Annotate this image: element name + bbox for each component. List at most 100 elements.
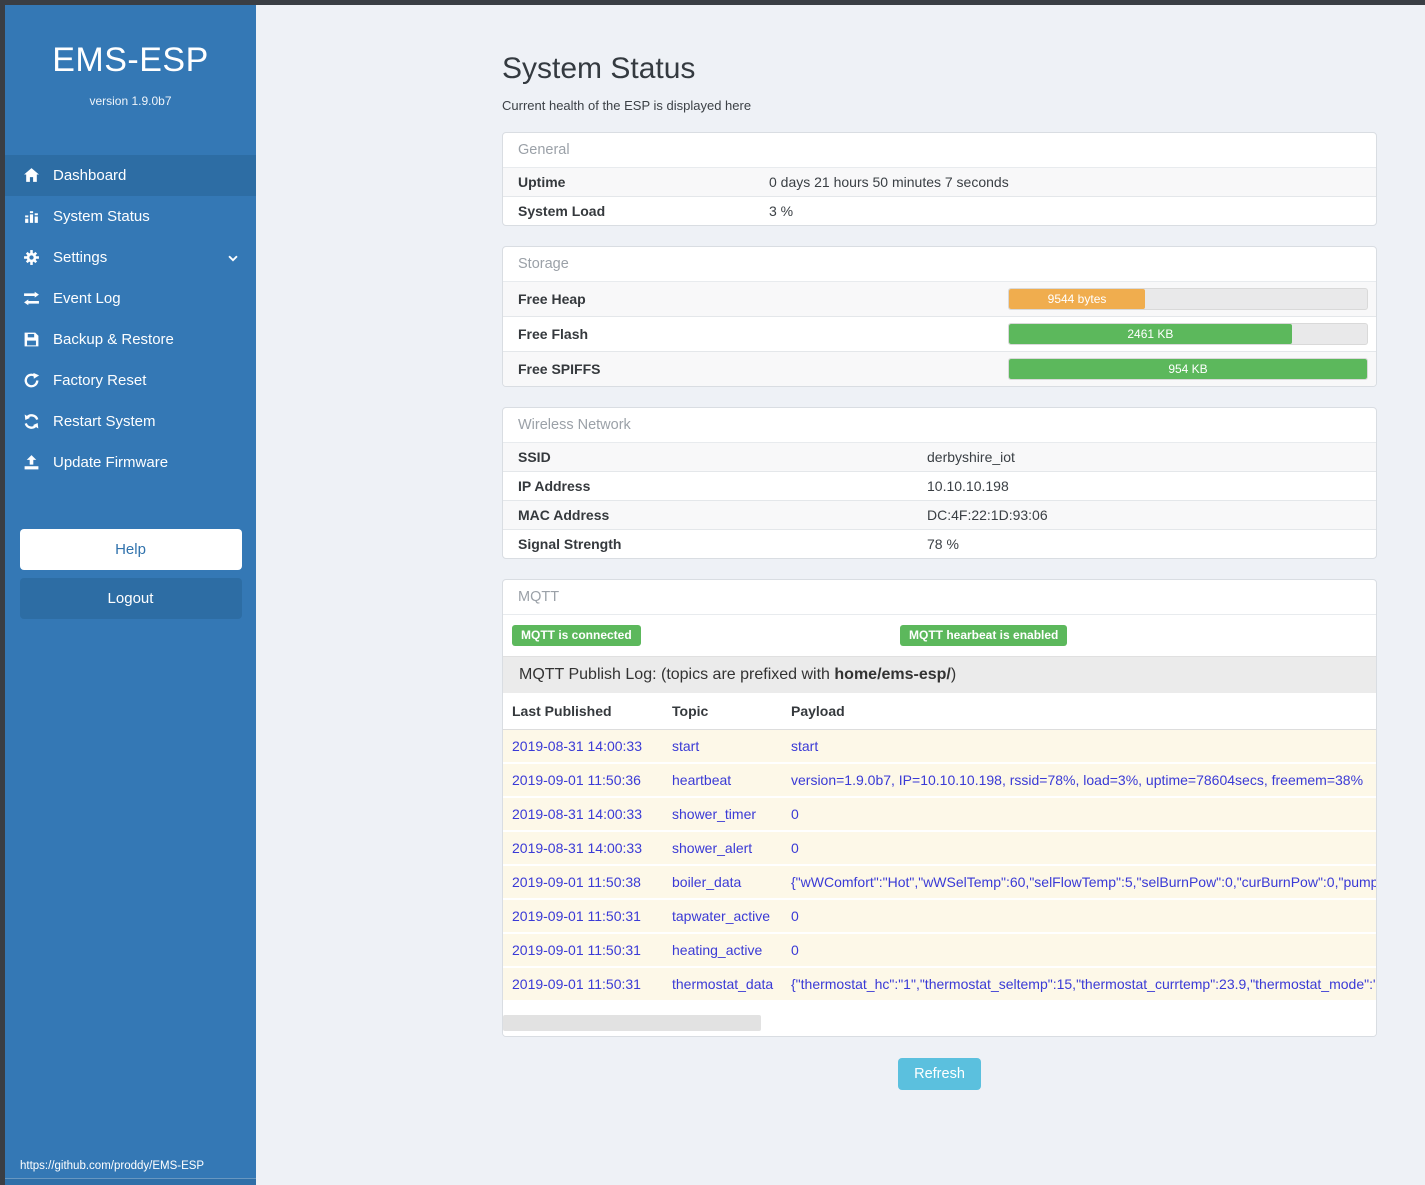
log-time: 2019-09-01 11:50:38 <box>503 865 663 900</box>
table-row: Uptime 0 days 21 hours 50 minutes 7 seco… <box>503 168 1376 197</box>
rotate-right-icon <box>23 372 40 389</box>
sidebar-item-label: System Status <box>53 208 150 225</box>
column-header-last-published: Last Published <box>503 693 663 730</box>
row-label: Free Flash <box>503 316 1008 352</box>
log-topic: heartbeat <box>663 763 782 798</box>
log-payload: 0 <box>782 831 1376 866</box>
column-header-payload: Payload <box>782 693 1376 730</box>
log-time: 2019-08-31 14:00:33 <box>503 729 663 764</box>
log-row: 2019-08-31 14:00:33 shower_alert 0 <box>503 831 1376 866</box>
log-time: 2019-08-31 14:00:33 <box>503 797 663 832</box>
log-payload: {"thermostat_hc":"1","thermostat_seltemp… <box>782 967 1376 1002</box>
sidebar: EMS-ESP version 1.9.0b7 Dashboard System… <box>5 5 256 1185</box>
sidebar-item-label: Event Log <box>53 290 121 307</box>
log-row: 2019-09-01 11:50:31 heating_active 0 <box>503 933 1376 968</box>
row-label: Free SPIFFS <box>503 351 1008 386</box>
mqtt-heartbeat-badge: MQTT hearbeat is enabled <box>900 625 1068 646</box>
sidebar-item-label: Settings <box>53 249 108 266</box>
github-url[interactable]: https://github.com/proddy/EMS-ESP <box>20 1160 205 1172</box>
row-value: 10.10.10.198 <box>912 471 1376 501</box>
log-payload: version=1.9.0b7, IP=10.10.10.198, rssid=… <box>782 763 1376 798</box>
log-payload: 0 <box>782 899 1376 934</box>
free-heap-bar: 9544 bytes <box>1009 289 1146 309</box>
row-label: Signal Strength <box>503 529 912 558</box>
sidebar-item-restart-system[interactable]: Restart System <box>5 401 256 442</box>
sidebar-item-dashboard[interactable]: Dashboard <box>5 155 256 196</box>
status-bars-icon <box>23 208 40 225</box>
log-row: 2019-09-01 11:50:36 heartbeat version=1.… <box>503 763 1376 798</box>
sidebar-item-backup-restore[interactable]: Backup & Restore <box>5 319 256 360</box>
panel-mqtt-title: MQTT <box>503 580 1376 615</box>
upload-icon <box>23 454 40 471</box>
sidebar-item-update-firmware[interactable]: Update Firmware <box>5 442 256 483</box>
sidebar-item-label: Backup & Restore <box>53 331 174 348</box>
row-label: Uptime <box>503 168 754 197</box>
log-time: 2019-09-01 11:50:36 <box>503 763 663 798</box>
window-top-border <box>0 0 1425 5</box>
sidebar-item-system-status[interactable]: System Status <box>5 196 256 237</box>
free-spiffs-bar-track: 954 KB <box>1008 358 1368 380</box>
panel-general: General Uptime 0 days 21 hours 50 minute… <box>502 132 1377 226</box>
scrollbar-thumb[interactable] <box>503 1015 761 1031</box>
log-time: 2019-09-01 11:50:31 <box>503 967 663 1002</box>
log-topic: start <box>663 729 782 764</box>
main-content: System Status Current health of the ESP … <box>256 0 1425 1090</box>
sidebar-item-factory-reset[interactable]: Factory Reset <box>5 360 256 401</box>
panel-mqtt: MQTT MQTT is connected MQTT hearbeat is … <box>502 579 1377 1037</box>
app-version: version 1.9.0b7 <box>89 94 172 108</box>
sidebar-bottom-bar <box>5 1178 256 1185</box>
sidebar-item-label: Update Firmware <box>53 454 169 471</box>
row-value: derbyshire_iot <box>912 443 1376 472</box>
panel-storage-title: Storage <box>503 247 1376 282</box>
sidebar-item-event-log[interactable]: Event Log <box>5 278 256 319</box>
table-row: Signal Strength 78 % <box>503 529 1376 558</box>
free-flash-bar-track: 2461 KB <box>1008 323 1368 345</box>
log-row: 2019-08-31 14:00:33 shower_timer 0 <box>503 797 1376 832</box>
sidebar-nav: Dashboard System Status Settings <box>5 155 256 483</box>
app-title: EMS-ESP <box>52 41 209 79</box>
horizontal-scrollbar <box>503 1002 1376 1036</box>
log-topic: tapwater_active <box>663 899 782 934</box>
page-subtitle: Current health of the ESP is displayed h… <box>502 98 752 113</box>
log-payload: {"wWComfort":"Hot","wWSelTemp":60,"selFl… <box>782 865 1376 900</box>
refresh-button[interactable]: Refresh <box>898 1058 981 1090</box>
row-label: SSID <box>503 443 912 472</box>
mqtt-connected-badge: MQTT is connected <box>512 625 641 646</box>
chevron-down-icon <box>226 251 240 265</box>
log-topic: shower_timer <box>663 797 782 832</box>
log-time: 2019-08-31 14:00:33 <box>503 831 663 866</box>
table-row: SSID derbyshire_iot <box>503 443 1376 472</box>
mqtt-publish-log-table: Last Published Topic Payload 2019-08-31 … <box>503 693 1376 1002</box>
exchange-icon <box>23 290 40 307</box>
panel-wireless: Wireless Network SSID derbyshire_iot IP … <box>502 407 1377 559</box>
log-row: 2019-08-31 14:00:33 start start <box>503 729 1376 764</box>
log-payload: 0 <box>782 933 1376 968</box>
row-label: Free Heap <box>503 282 1008 317</box>
mqtt-topic-prefix: home/ems-esp/ <box>834 666 951 683</box>
row-value: 0 days 21 hours 50 minutes 7 seconds <box>754 168 1376 197</box>
log-payload: start <box>782 729 1376 764</box>
log-time: 2019-09-01 11:50:31 <box>503 899 663 934</box>
panel-wireless-title: Wireless Network <box>503 408 1376 443</box>
row-value: 78 % <box>912 529 1376 558</box>
panel-general-title: General <box>503 133 1376 168</box>
mqtt-publish-log-caption: MQTT Publish Log: (topics are prefixed w… <box>503 656 1376 693</box>
table-row: Free Heap 9544 bytes <box>503 282 1376 317</box>
free-flash-bar: 2461 KB <box>1009 324 1292 344</box>
sidebar-item-label: Factory Reset <box>53 372 147 389</box>
log-topic: boiler_data <box>663 865 782 900</box>
log-row: 2019-09-01 11:50:31 thermostat_data {"th… <box>503 967 1376 1002</box>
window-left-border <box>0 0 5 1185</box>
logout-button[interactable]: Logout <box>19 578 242 619</box>
mqtt-status-row: MQTT is connected MQTT hearbeat is enabl… <box>503 615 1376 656</box>
help-button[interactable]: Help <box>19 529 242 570</box>
page-title: System Status <box>502 52 696 85</box>
table-row: Free SPIFFS 954 KB <box>503 351 1376 386</box>
free-spiffs-bar: 954 KB <box>1009 359 1367 379</box>
log-row: 2019-09-01 11:50:31 tapwater_active 0 <box>503 899 1376 934</box>
sidebar-item-settings[interactable]: Settings <box>5 237 256 278</box>
log-topic: thermostat_data <box>663 967 782 1002</box>
table-row: System Load 3 % <box>503 196 1376 225</box>
table-row: MAC Address DC:4F:22:1D:93:06 <box>503 500 1376 530</box>
row-label: IP Address <box>503 471 912 501</box>
